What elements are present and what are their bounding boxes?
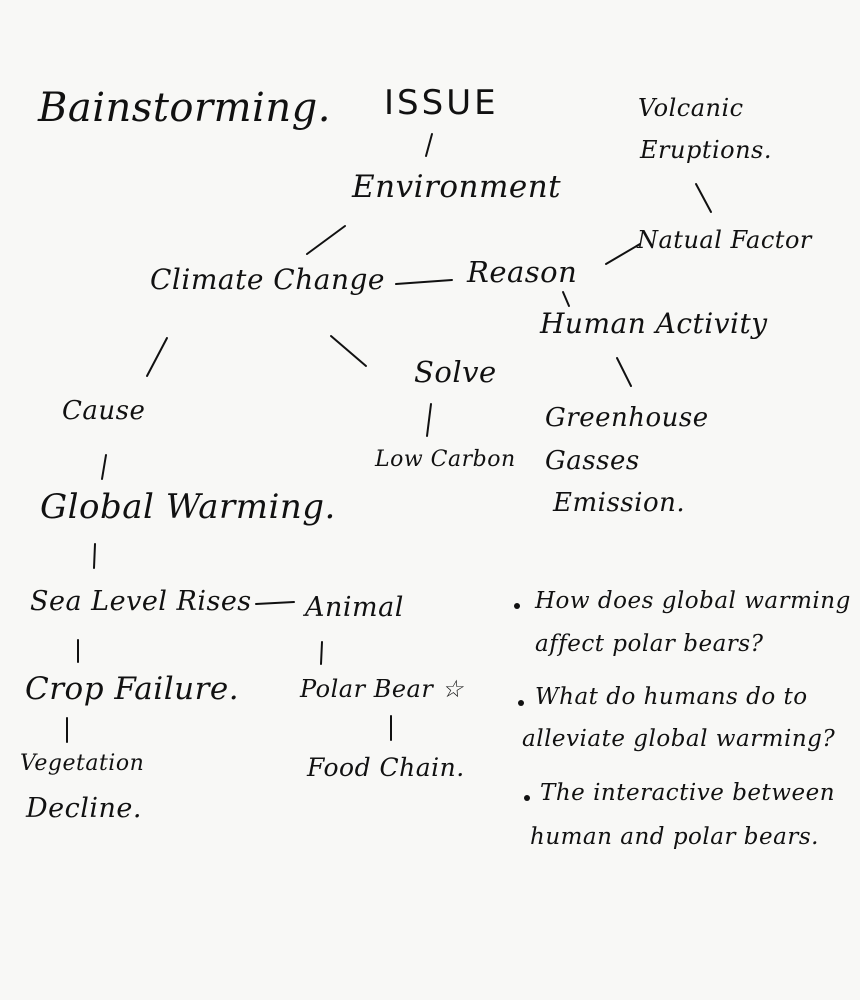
node-natural-factor: Natual Factor xyxy=(637,226,812,254)
bullet-dot xyxy=(518,700,524,706)
link-cause-global xyxy=(101,454,107,480)
bullet-dot xyxy=(514,603,520,609)
question-1-line1: How does global warming xyxy=(535,588,851,614)
node-animal: Animal xyxy=(305,592,404,623)
node-low-carbon: Low Carbon xyxy=(375,447,516,472)
question-2-line2: alleviate global warming? xyxy=(522,726,836,752)
question-1-line2: affect polar bears? xyxy=(535,631,764,657)
link-environment-climate xyxy=(306,225,346,255)
node-greenhouse-line1: Greenhouse xyxy=(545,403,709,433)
node-reason: Reason xyxy=(467,255,578,289)
node-greenhouse-line2: Gasses xyxy=(545,446,640,476)
node-climate-change: Climate Change xyxy=(150,263,385,296)
question-3-line2: human and polar bears. xyxy=(530,824,819,850)
question-2-line1: What do humans do to xyxy=(535,684,808,710)
link-human-greenhouse xyxy=(616,357,632,387)
link-solve-lowcarbon xyxy=(426,403,432,437)
node-greenhouse-line3: Emission. xyxy=(553,488,686,518)
node-volcanic-line2: Eruptions. xyxy=(640,136,772,164)
link-volcanic-natural xyxy=(695,183,712,213)
node-sea-level-rises: Sea Level Rises xyxy=(30,586,252,617)
node-human-activity: Human Activity xyxy=(540,307,768,340)
node-vegetation-line1: Vegetation xyxy=(20,751,145,776)
node-polar-bear: Polar Bear ☆ xyxy=(300,675,464,703)
node-issue: ISSUE xyxy=(384,83,499,123)
node-environment: Environment xyxy=(352,169,562,205)
page-title: Bainstorming. xyxy=(38,85,331,131)
link-climate-solve xyxy=(330,335,367,367)
link-animal-polar xyxy=(320,641,323,665)
node-volcanic-line1: Volcanic xyxy=(638,94,744,122)
link-global-sea xyxy=(93,543,96,569)
node-global-warming: Global Warming. xyxy=(40,487,336,527)
link-reason-natural xyxy=(605,243,641,265)
node-crop-failure: Crop Failure. xyxy=(25,671,240,707)
link-reason-human xyxy=(562,291,570,307)
question-3-line1: The interactive between xyxy=(540,780,836,806)
node-cause: Cause xyxy=(62,396,146,426)
node-vegetation-line2: Decline. xyxy=(26,793,142,824)
link-climate-reason xyxy=(395,279,453,285)
node-solve: Solve xyxy=(414,355,497,389)
link-issue-environment xyxy=(425,133,433,157)
node-food-chain: Food Chain. xyxy=(307,753,465,782)
link-climate-cause xyxy=(146,337,168,377)
bullet-dot xyxy=(524,795,530,801)
link-sea-animal xyxy=(255,601,295,605)
